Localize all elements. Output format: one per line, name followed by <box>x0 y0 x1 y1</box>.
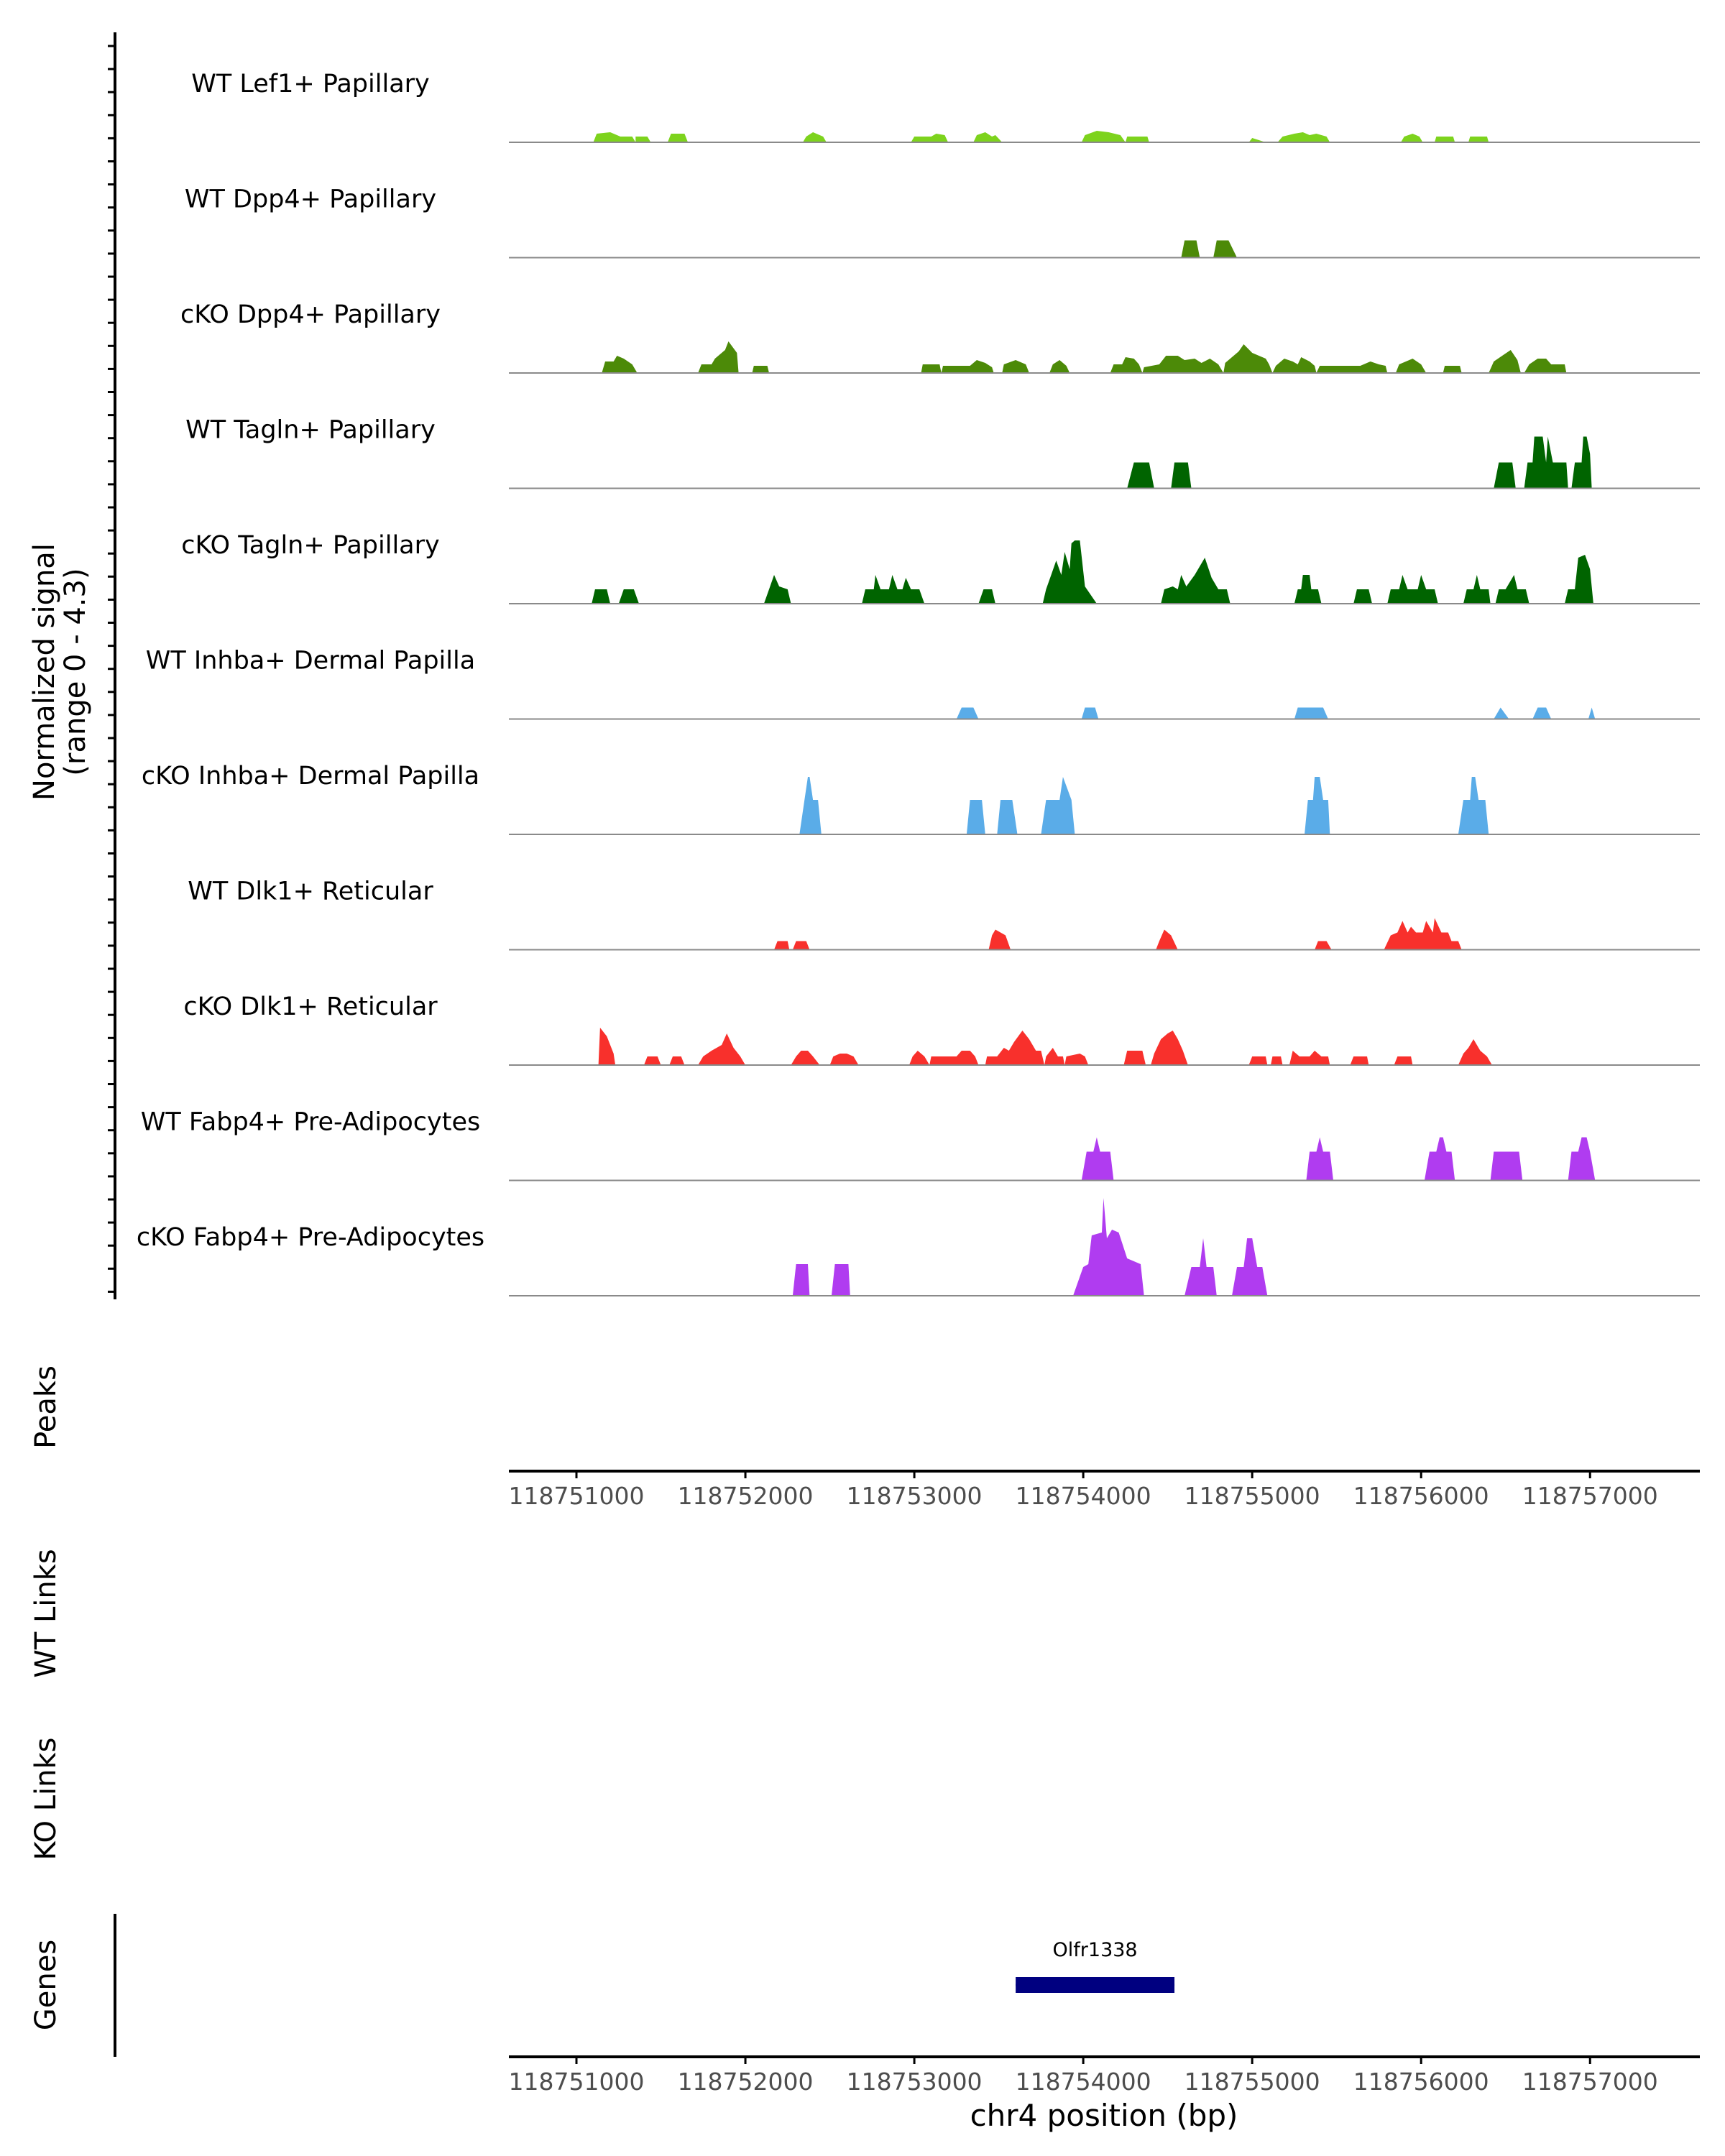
ko-links-panel-label: KO Links <box>29 1738 63 1861</box>
x-tick-label: 118752000 <box>678 1482 814 1510</box>
track-signal-area <box>593 131 1489 142</box>
track: WT Tagln+ Papillary <box>185 416 1700 489</box>
x-tick-label: 118751000 <box>509 2068 645 2096</box>
track-label: cKO Dlk1+ Reticular <box>183 992 438 1021</box>
x-tick-label: 118757000 <box>1522 2068 1658 2096</box>
track-signal-area <box>1081 1137 1596 1181</box>
track-signal-area <box>1127 436 1592 489</box>
track: WT Dpp4+ Papillary <box>185 185 1700 259</box>
track-signal-area <box>774 918 1462 950</box>
track-signal-area <box>956 707 1596 719</box>
track-signal-area <box>598 1028 1492 1065</box>
track-label: WT Lef1+ Papillary <box>191 70 430 98</box>
gene-label: Olfr1338 <box>1053 1939 1138 1961</box>
track-label: cKO Dpp4+ Papillary <box>180 300 441 329</box>
x-tick-label: 118756000 <box>1353 1482 1489 1510</box>
x-tick-label: 118754000 <box>1016 2068 1151 2096</box>
x-tick-label: 118753000 <box>847 2068 983 2096</box>
track-label: WT Inhba+ Dermal Papilla <box>146 647 475 676</box>
track: cKO Inhba+ Dermal Papilla <box>142 762 1700 835</box>
y-axis-title-line2: (range 0 - 4.3) <box>59 568 92 775</box>
track: cKO Dlk1+ Reticular <box>183 992 1700 1066</box>
track-label: cKO Tagln+ Papillary <box>181 531 440 560</box>
track-label: cKO Fabp4+ Pre-Adipocytes <box>137 1223 484 1252</box>
track: WT Dlk1+ Reticular <box>188 877 1700 951</box>
x-tick-label: 118755000 <box>1184 1482 1320 1510</box>
x-axis-title: chr4 position (bp) <box>970 2098 1238 2133</box>
x-tick-label: 118751000 <box>509 1482 645 1510</box>
y-axis-title-line1: Normalized signal <box>28 543 61 801</box>
x-tick-label: 118757000 <box>1522 1482 1658 1510</box>
x-tick-label: 118755000 <box>1184 2068 1320 2096</box>
peaks-panel-label: Peaks <box>29 1365 63 1449</box>
coverage-tracks: WT Lef1+ Papillary WT Dpp4+ Papillary cKO … <box>137 70 1700 1296</box>
x-tick-label: 118756000 <box>1353 2068 1489 2096</box>
track: cKO Fabp4+ Pre-Adipocytes <box>137 1198 1700 1296</box>
track-signal-area <box>799 777 1489 834</box>
track: cKO Dpp4+ Papillary <box>180 300 1700 374</box>
track-label: cKO Inhba+ Dermal Papilla <box>142 762 479 791</box>
track: WT Inhba+ Dermal Papilla <box>146 647 1700 720</box>
track: WT Fabp4+ Pre-Adipocytes <box>141 1108 1700 1181</box>
wt-links-panel-label: WT Links <box>29 1549 63 1677</box>
track-label: WT Dlk1+ Reticular <box>188 877 433 906</box>
x-tick-label: 118752000 <box>678 2068 814 2096</box>
track-signal-area <box>1181 240 1237 258</box>
x-tick-label: 118754000 <box>1016 1482 1151 1510</box>
track-signal-area <box>602 341 1567 373</box>
coverage-y-ticks <box>108 45 115 1293</box>
track-label: WT Tagln+ Papillary <box>185 416 436 445</box>
genes-panel-label: Genes <box>29 1940 63 2030</box>
track: cKO Tagln+ Papillary <box>181 531 1700 604</box>
peaks-x-axis: 118751000 118752000 118753000 118754000 1187… <box>509 1471 1658 1510</box>
track-signal-area <box>592 540 1593 604</box>
track-label: WT Dpp4+ Papillary <box>185 185 436 214</box>
track-label: WT Fabp4+ Pre-Adipocytes <box>141 1108 480 1137</box>
track-signal-area <box>792 1198 1268 1296</box>
gene-annotations: Olfr1338 <box>1016 1939 1175 1993</box>
x-tick-label: 118753000 <box>847 1482 983 1510</box>
track: WT Lef1+ Papillary <box>191 70 1700 143</box>
genes-x-axis: 118751000 118752000 118753000 118754000 1187… <box>509 2057 1658 2096</box>
